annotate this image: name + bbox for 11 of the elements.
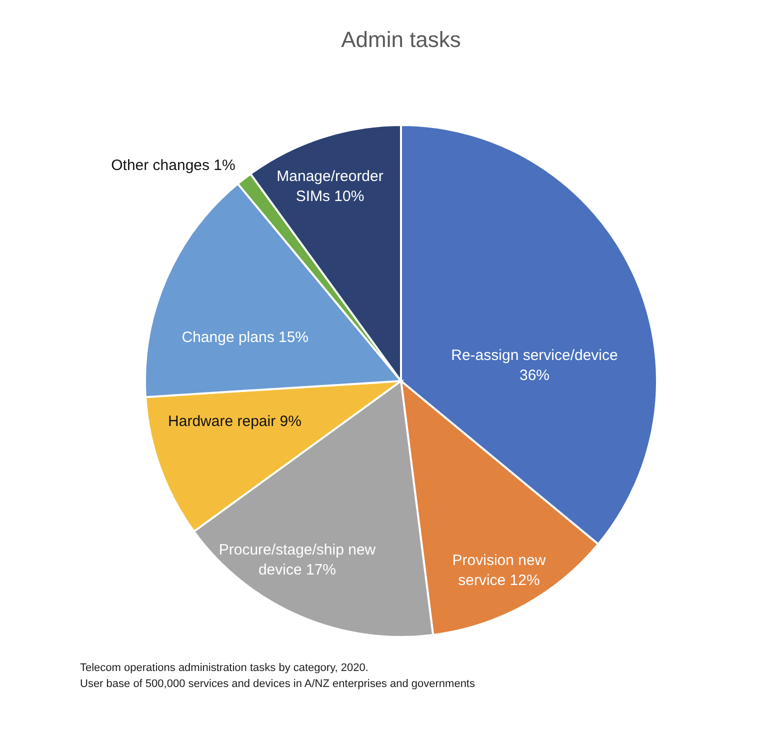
slice-label: Procure/stage/ship new device 17% xyxy=(218,542,376,579)
data-label: 36% xyxy=(519,367,550,384)
slice-label: Hardware repair 9% xyxy=(168,412,302,430)
chart-title: Admin tasks xyxy=(341,27,461,52)
slice-label: Other changes 1% xyxy=(111,156,236,174)
text: Telecom operations administration tasks by category, 2020. xyxy=(80,661,370,676)
text: User base of 500,000 services and devices in A/NZ enterprises and governments xyxy=(80,677,475,692)
slice-label: Re-assign service/device xyxy=(451,347,618,364)
slice-label: Provision new service 12% xyxy=(452,552,546,589)
slice-label: Manage/reorder SIMs 10% xyxy=(276,168,384,205)
slice-label: Change plans 15% xyxy=(182,328,309,346)
